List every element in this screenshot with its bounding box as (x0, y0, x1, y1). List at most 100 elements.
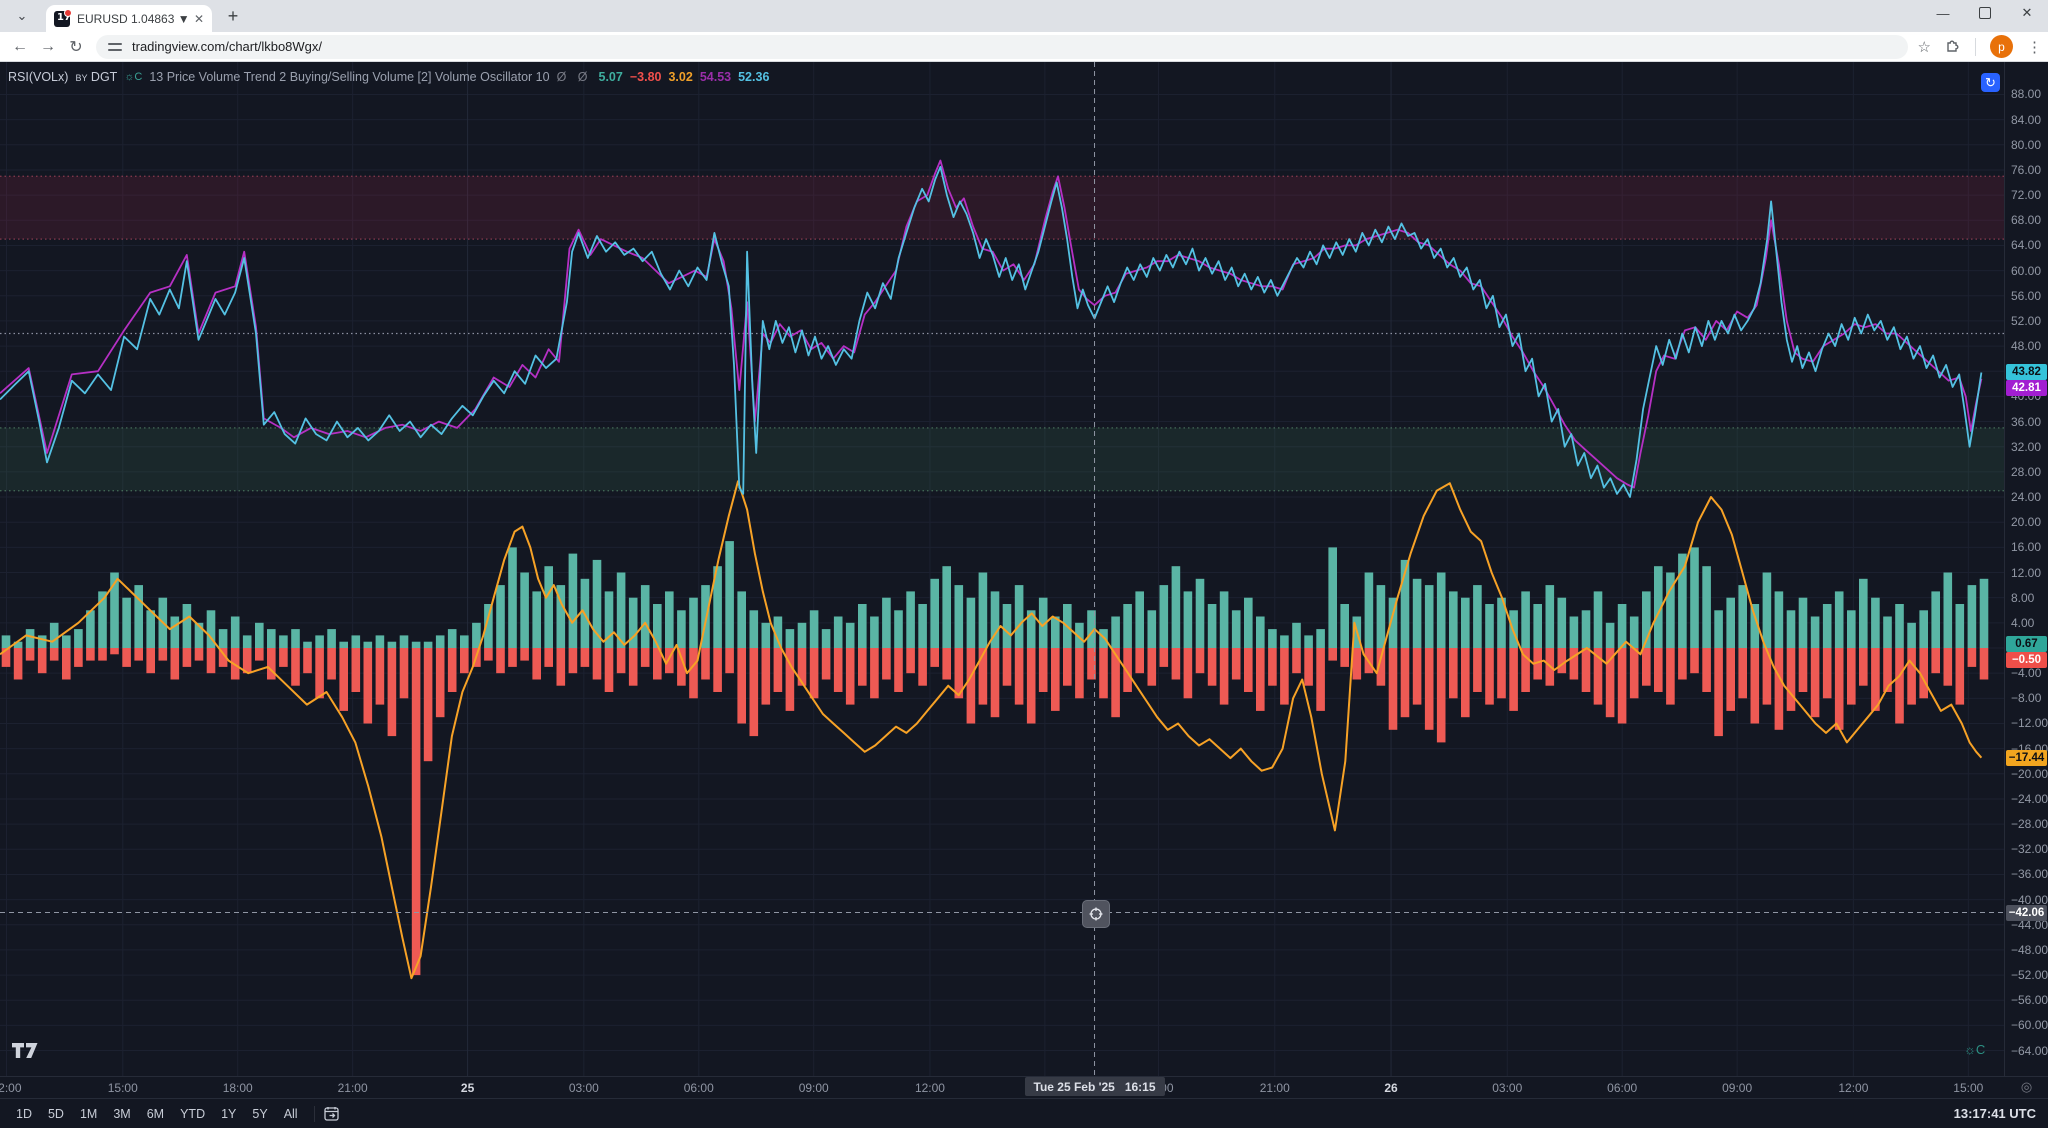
crosshair-date: Tue 25 Feb '25 (1034, 1080, 1115, 1094)
price-tick: 60.00 (2011, 264, 2041, 278)
time-tick: 12:00 (915, 1081, 945, 1095)
range-button-5d[interactable]: 5D (40, 1104, 72, 1124)
range-button-5y[interactable]: 5Y (244, 1104, 275, 1124)
tab-title: EURUSD 1.04863 ▼ −0.25% Pa (77, 12, 190, 26)
price-axis[interactable]: −64.00−60.00−56.00−52.00−48.00−44.00−40.… (2004, 62, 2048, 1076)
time-tick: 15:00 (1953, 1081, 1983, 1095)
price-tick: −60.00 (2011, 1018, 2048, 1032)
price-tick: 32.00 (2011, 440, 2041, 454)
legend-value: 54.53 (700, 70, 731, 84)
indicator-params: 13 Price Volume Trend 2 Buying/Selling V… (149, 70, 549, 84)
price-tick: −52.00 (2011, 968, 2048, 982)
price-badge: 42.81 (2006, 380, 2047, 396)
indicator-title: RSI(VOLx) (8, 70, 68, 84)
price-tick: 4.00 (2011, 616, 2034, 630)
legend-value: 52.36 (738, 70, 769, 84)
time-tick: 21:00 (338, 1081, 368, 1095)
extensions-puzzle-icon[interactable] (1945, 37, 1961, 57)
price-badge: 0.67 (2006, 636, 2047, 652)
price-tick: 88.00 (2011, 87, 2041, 101)
crosshair-time-badge: Tue 25 Feb '25 16:15 (1025, 1077, 1165, 1096)
forward-button[interactable]: → (34, 38, 62, 56)
price-tick: 20.00 (2011, 515, 2041, 529)
site-settings-icon[interactable] (108, 42, 122, 52)
hidden-value-marks: Ø Ø (557, 70, 592, 84)
time-tick: 12:00 (1838, 1081, 1868, 1095)
range-button-6m[interactable]: 6M (139, 1104, 172, 1124)
utc-clock[interactable]: 13:17:41 UTC (1954, 1106, 2036, 1121)
indicator-legend[interactable]: RSI(VOLx) by DGT ☼C 13 Price Volume Trend … (8, 70, 776, 84)
price-tick: −20.00 (2011, 767, 2048, 781)
bottom-toolbar: 1D5D1M3M6MYTD1Y5YAll 13:17:41 UTC (0, 1098, 2048, 1128)
legend-value: −3.80 (630, 70, 662, 84)
sync-button[interactable]: ↻ (1981, 73, 2000, 92)
time-tick: 06:00 (684, 1081, 714, 1095)
go-to-date-icon[interactable] (323, 1105, 343, 1123)
tradingview-logo[interactable] (12, 1043, 38, 1063)
price-tick: −36.00 (2011, 867, 2048, 881)
tab-close-icon[interactable]: ✕ (194, 12, 204, 26)
crosshair-target-icon[interactable] (1082, 900, 1110, 928)
time-tick: 03:00 (1492, 1081, 1522, 1095)
indicator-chart-canvas[interactable] (0, 62, 2048, 1098)
time-tick: 09:00 (799, 1081, 829, 1095)
range-button-1m[interactable]: 1M (72, 1104, 105, 1124)
time-tick: 25 (461, 1081, 474, 1095)
price-tick: 76.00 (2011, 163, 2041, 177)
legend-value: 5.07 (599, 70, 623, 84)
window-restore-button[interactable] (1964, 0, 2006, 26)
dgt-watermark: ☼C (1964, 1042, 1985, 1057)
indicator-values: 5.07−3.803.0254.5352.36 (599, 70, 777, 84)
price-badge: 43.82 (2006, 364, 2047, 380)
price-tick: 68.00 (2011, 213, 2041, 227)
browser-tab-strip: ⌄ 17 EURUSD 1.04863 ▼ −0.25% Pa ✕ + — ✕ (0, 0, 2048, 32)
scroll-to-recent-icon[interactable]: ◎ (2005, 1076, 2048, 1098)
range-button-1d[interactable]: 1D (8, 1104, 40, 1124)
window-close-button[interactable]: ✕ (2006, 0, 2048, 26)
price-tick: 24.00 (2011, 490, 2041, 504)
back-button[interactable]: ← (6, 38, 34, 56)
price-tick: 52.00 (2011, 314, 2041, 328)
dgt-logo-icon: ☼C (124, 71, 142, 83)
time-tick: 12:00 (0, 1081, 22, 1095)
price-tick: 64.00 (2011, 238, 2041, 252)
window-minimize-button[interactable]: — (1922, 0, 1964, 26)
time-tick: 06:00 (1607, 1081, 1637, 1095)
tradingview-favicon: 17 (54, 11, 70, 27)
price-tick: 84.00 (2011, 113, 2041, 127)
range-button-all[interactable]: All (276, 1104, 306, 1124)
url-text: tradingview.com/chart/lkbo8Wgx/ (132, 39, 322, 54)
price-tick: 48.00 (2011, 339, 2041, 353)
price-tick: 12.00 (2011, 566, 2041, 580)
range-button-3m[interactable]: 3M (105, 1104, 138, 1124)
time-tick: 09:00 (1722, 1081, 1752, 1095)
sync-icon: ↻ (1985, 75, 1996, 91)
price-tick: 72.00 (2011, 188, 2041, 202)
bookmark-star-icon[interactable]: ☆ (1918, 38, 1931, 56)
address-bar[interactable]: tradingview.com/chart/lkbo8Wgx/ (96, 35, 1908, 59)
price-tick: −4.00 (2011, 666, 2041, 680)
menu-dots-icon[interactable]: ⋮ (2027, 38, 2042, 56)
time-tick: 21:00 (1260, 1081, 1290, 1095)
browser-tab[interactable]: 17 EURUSD 1.04863 ▼ −0.25% Pa ✕ (46, 5, 212, 32)
range-button-ytd[interactable]: YTD (172, 1104, 213, 1124)
time-tick: 03:00 (569, 1081, 599, 1095)
price-tick: 36.00 (2011, 415, 2041, 429)
price-tick: 80.00 (2011, 138, 2041, 152)
range-button-1y[interactable]: 1Y (213, 1104, 244, 1124)
reload-button[interactable]: ↻ (62, 37, 90, 57)
price-tick: −24.00 (2011, 792, 2048, 806)
new-tab-button[interactable]: + (220, 3, 246, 29)
price-badge: −0.50 (2006, 652, 2047, 668)
price-badge: −17.44 (2006, 750, 2047, 766)
profile-avatar[interactable]: p (1990, 35, 2013, 58)
chart-viewport[interactable]: RSI(VOLx) by DGT ☼C 13 Price Volume Trend … (0, 62, 2048, 1128)
price-tick: 8.00 (2011, 591, 2034, 605)
price-tick: −64.00 (2011, 1044, 2048, 1058)
tab-search-button[interactable]: ⌄ (8, 3, 36, 29)
price-tick: 16.00 (2011, 540, 2041, 554)
price-tick: −32.00 (2011, 842, 2048, 856)
indicator-byline: by DGT (75, 70, 117, 84)
crosshair-price-badge: −42.06 (2006, 905, 2047, 921)
browser-toolbar: ← → ↻ tradingview.com/chart/lkbo8Wgx/ ☆ … (0, 32, 2048, 62)
